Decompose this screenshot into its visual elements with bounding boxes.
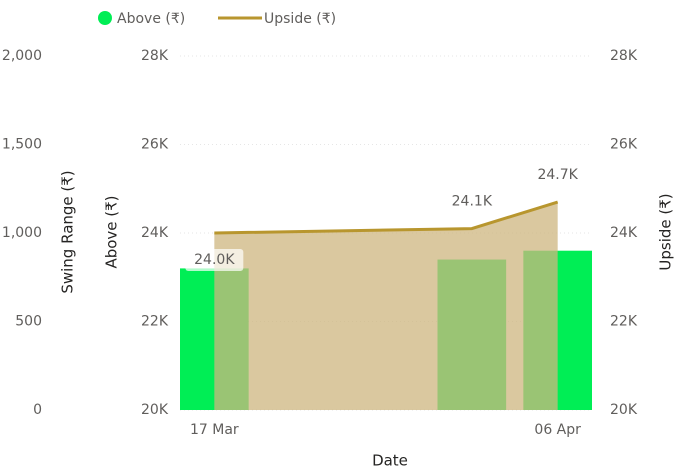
x-tick-label: 17 Mar bbox=[190, 422, 239, 438]
legend-label: Upside (₹) bbox=[264, 11, 336, 27]
y2-axis-title: Upside (₹) bbox=[657, 193, 675, 270]
y-tick-label: 28K bbox=[141, 48, 169, 64]
y2-tick-label: 26K bbox=[610, 137, 638, 153]
y3-tick-label: 500 bbox=[15, 314, 42, 330]
y-tick-label: 24K bbox=[141, 225, 169, 241]
value-label: 24.0K bbox=[194, 252, 235, 268]
x-tick-label: 06 Apr bbox=[534, 422, 581, 438]
value-label: 24.1K bbox=[452, 194, 493, 210]
y-axis-title: Above (₹) bbox=[103, 195, 121, 268]
y2-tick-label: 24K bbox=[610, 225, 638, 241]
y-tick-label: 20K bbox=[141, 402, 169, 418]
y-tick-label: 26K bbox=[141, 137, 169, 153]
y3-tick-label: 2,000 bbox=[2, 48, 42, 64]
y3-tick-label: 0 bbox=[33, 402, 42, 418]
value-label: 24.7K bbox=[537, 167, 578, 183]
y2-tick-label: 28K bbox=[610, 48, 638, 64]
line bbox=[214, 200, 559, 235]
legend-label: Above (₹) bbox=[117, 11, 185, 27]
x-axis-title: Date bbox=[372, 452, 408, 470]
legend-marker bbox=[98, 11, 112, 25]
y2-tick-label: 22K bbox=[610, 314, 638, 330]
y3-tick-label: 1,500 bbox=[2, 137, 42, 153]
y3-tick-label: 1,000 bbox=[2, 225, 42, 241]
area bbox=[214, 202, 558, 410]
y-tick-label: 22K bbox=[141, 314, 169, 330]
y2-tick-label: 20K bbox=[610, 402, 638, 418]
y3-axis-title: Swing Range (₹) bbox=[59, 170, 77, 293]
value-label-bg bbox=[185, 249, 244, 271]
